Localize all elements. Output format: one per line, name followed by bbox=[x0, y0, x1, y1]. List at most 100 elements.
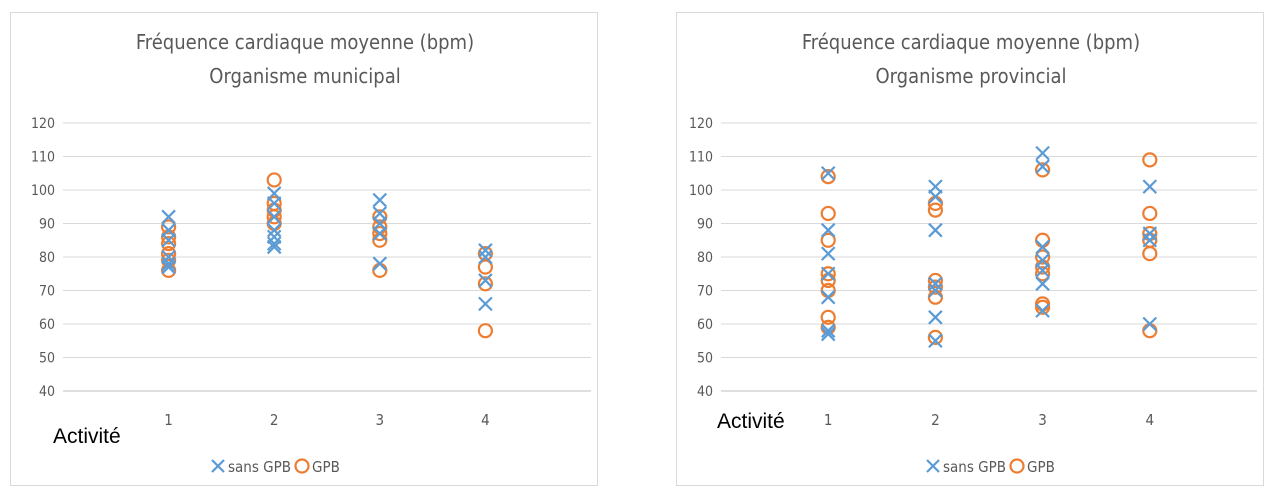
y-tick-label: 50 bbox=[39, 351, 55, 367]
data-point-o bbox=[372, 262, 388, 278]
data-point-x bbox=[161, 209, 176, 225]
x-tick-label: 3 bbox=[1038, 411, 1047, 429]
y-tick-label: 60 bbox=[697, 317, 713, 333]
legend-marker-gpb bbox=[294, 458, 310, 474]
series-gpb bbox=[820, 152, 1158, 345]
chart-provincial-svg: Fréquence cardiaque moyenne (bpm) Organis… bbox=[689, 30, 1257, 476]
data-point-o bbox=[161, 236, 177, 252]
y-tick-label: 60 bbox=[39, 317, 55, 333]
data-point-x bbox=[372, 192, 388, 208]
data-point-x bbox=[1142, 226, 1158, 241]
legend-marker-sans-gpb bbox=[211, 459, 225, 473]
y-tick-label: 80 bbox=[697, 250, 713, 266]
data-point-x bbox=[478, 296, 493, 312]
data-point-o bbox=[477, 276, 493, 292]
chart-municipal-svg: Fréquence cardiaque moyenne (bpm) Organis… bbox=[31, 30, 591, 476]
y-tick-label: 110 bbox=[689, 150, 713, 166]
y-tick-label: 40 bbox=[697, 384, 713, 400]
x-tick-label: 2 bbox=[270, 411, 279, 429]
data-point-x bbox=[820, 222, 836, 238]
data-point-x bbox=[928, 310, 943, 325]
data-point-x bbox=[928, 333, 943, 349]
legend-marker-gpb bbox=[1009, 458, 1025, 474]
data-point-x bbox=[478, 249, 493, 265]
data-point-o bbox=[820, 266, 836, 282]
data-point-x bbox=[161, 232, 176, 248]
data-point-o bbox=[927, 202, 943, 218]
data-point-o bbox=[927, 329, 943, 345]
legend: sans GPB GPB bbox=[926, 458, 1055, 476]
data-point-x bbox=[161, 256, 176, 271]
x-tick-label: 4 bbox=[1146, 411, 1155, 429]
data-point-x bbox=[928, 276, 943, 292]
chart-provincial: Fréquence cardiaque moyenne (bpm) Organis… bbox=[676, 12, 1264, 486]
data-point-x bbox=[266, 239, 282, 255]
data-point-o bbox=[1035, 249, 1051, 265]
x-tick-label: 1 bbox=[824, 411, 833, 429]
chart-municipal: Fréquence cardiaque moyenne (bpm) Organis… bbox=[10, 12, 598, 486]
y-tick-label: 70 bbox=[697, 284, 713, 300]
chart-subtitle: Organisme municipal bbox=[209, 64, 400, 88]
data-point-x bbox=[1035, 239, 1050, 255]
y-tick-label: 90 bbox=[39, 217, 55, 233]
y-tick-label: 120 bbox=[689, 116, 713, 132]
data-point-x bbox=[372, 256, 388, 271]
data-point-o bbox=[1035, 162, 1051, 178]
data-point-o bbox=[477, 323, 493, 339]
data-point-x bbox=[1142, 179, 1158, 194]
x-tick-label: 4 bbox=[481, 411, 490, 429]
x-tick-label: 2 bbox=[931, 411, 940, 429]
data-point-x bbox=[1142, 316, 1158, 332]
data-point-x bbox=[928, 189, 943, 204]
chart-title: Fréquence cardiaque moyenne (bpm) bbox=[802, 30, 1140, 54]
data-point-x bbox=[478, 243, 493, 258]
data-point-x bbox=[1035, 263, 1050, 278]
data-point-o bbox=[1035, 299, 1051, 315]
y-tick-label: 40 bbox=[39, 384, 55, 400]
y-tick-label: 90 bbox=[697, 217, 713, 233]
data-point-o bbox=[1142, 246, 1158, 262]
data-point-o bbox=[161, 219, 177, 235]
data-point-o bbox=[820, 309, 836, 325]
data-point-o bbox=[820, 232, 836, 248]
x-axis-label: Activité bbox=[53, 425, 121, 448]
data-point-o bbox=[1035, 232, 1051, 248]
y-tick-label: 50 bbox=[697, 351, 713, 367]
data-point-x bbox=[266, 222, 282, 238]
data-point-o bbox=[927, 279, 943, 295]
data-point-o bbox=[1142, 205, 1158, 222]
legend-label-gpb: GPB bbox=[1027, 458, 1055, 476]
series-sans-gpb bbox=[820, 145, 1158, 349]
y-tick-label: 120 bbox=[31, 116, 55, 132]
legend-marker-sans-gpb bbox=[926, 459, 940, 473]
data-point-x bbox=[820, 289, 836, 305]
data-point-x bbox=[478, 273, 493, 288]
data-point-x bbox=[928, 222, 943, 238]
data-point-x bbox=[928, 283, 943, 298]
data-point-x bbox=[1035, 276, 1050, 292]
y-tick-label: 110 bbox=[31, 150, 55, 166]
data-point-x bbox=[1035, 303, 1050, 318]
legend-label-sans-gpb: sans GPB bbox=[228, 458, 291, 476]
data-point-x bbox=[266, 236, 282, 251]
data-point-x bbox=[820, 165, 836, 181]
data-point-x bbox=[820, 246, 836, 261]
data-point-x bbox=[161, 259, 176, 275]
data-point-x bbox=[1035, 159, 1050, 174]
data-point-o bbox=[161, 246, 177, 262]
data-point-x bbox=[1035, 145, 1050, 161]
y-tick-label: 100 bbox=[689, 183, 713, 199]
data-point-x bbox=[1142, 232, 1158, 248]
series-sans-gpb bbox=[161, 186, 493, 312]
data-point-x bbox=[372, 226, 388, 241]
legend-label-gpb: GPB bbox=[312, 458, 340, 476]
data-point-o bbox=[820, 205, 836, 222]
data-point-o bbox=[1142, 152, 1158, 168]
y-tick-label: 100 bbox=[31, 183, 55, 199]
x-tick-label: 1 bbox=[164, 411, 173, 429]
x-tick-label: 3 bbox=[376, 411, 385, 429]
data-point-x bbox=[820, 323, 836, 338]
data-point-x bbox=[820, 326, 836, 342]
data-point-o bbox=[1142, 323, 1158, 339]
data-point-o bbox=[266, 172, 282, 188]
